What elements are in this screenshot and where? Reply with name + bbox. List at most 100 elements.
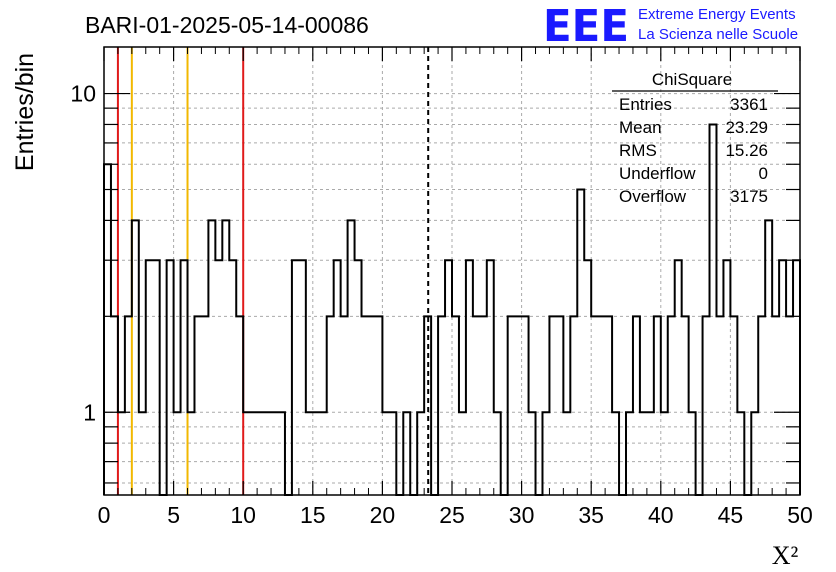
histogram-bin — [278, 412, 285, 495]
histogram-bin — [215, 260, 222, 495]
histogram-bin — [522, 316, 529, 495]
histogram-bin — [104, 164, 111, 495]
histogram-bin — [194, 316, 201, 495]
histogram-bin — [563, 412, 570, 495]
histogram-bin — [654, 316, 661, 495]
histogram-bars — [103, 123, 801, 496]
stats-title: ChiSquare — [652, 70, 732, 89]
histogram-bin — [243, 412, 250, 495]
histogram-bin — [647, 412, 654, 495]
histogram-bin — [452, 316, 459, 495]
histogram-bin — [382, 412, 389, 495]
histogram-bin — [153, 260, 160, 495]
histogram-bin — [529, 412, 536, 495]
stats-value-entries: 3361 — [730, 95, 768, 114]
histogram-bin — [758, 316, 765, 495]
histogram-bin — [716, 316, 723, 495]
x-tick-label: 30 — [509, 502, 535, 528]
histogram-bin — [139, 412, 146, 495]
histogram-bin — [626, 412, 633, 495]
histogram-bin — [689, 412, 696, 495]
histogram-bin — [201, 316, 208, 495]
histogram-bin — [438, 316, 445, 495]
histogram-bin — [751, 412, 758, 495]
histogram-bin — [362, 316, 369, 495]
histogram-bin — [487, 260, 494, 495]
histogram-bin — [236, 316, 243, 495]
histogram-bin — [668, 316, 675, 495]
histogram-bin — [710, 124, 717, 495]
histogram-bin — [327, 316, 334, 495]
histogram-bin — [292, 260, 299, 495]
histogram-bin — [368, 316, 375, 495]
logo-line-2: La Scienza nelle Scuole — [638, 26, 798, 43]
histogram-bin — [786, 316, 793, 495]
histogram-bin — [167, 260, 174, 495]
y-tick-label: 1 — [83, 399, 96, 425]
stats-label-underflow: Underflow — [619, 164, 696, 183]
stats-value-rms: 15.26 — [725, 141, 768, 160]
histogram-bin — [508, 316, 515, 495]
histogram-bin — [208, 220, 215, 495]
histogram-bin — [375, 316, 382, 495]
histogram-bin — [612, 412, 619, 495]
x-tick-label: 15 — [300, 502, 326, 528]
statistics-box: ChiSquare Entries 3361 Mean 23.29 RMS 15… — [612, 70, 778, 206]
x-tick-label: 20 — [370, 502, 396, 528]
x-tick-label: 25 — [439, 502, 465, 528]
histogram-outline — [103, 123, 801, 496]
histogram-bin — [181, 260, 188, 495]
histogram-bin — [250, 412, 257, 495]
histogram-bin — [549, 316, 556, 495]
axis-tick-labels: 0 5 10 15 20 25 30 35 40 45 50 1 10 — [70, 81, 812, 528]
histogram-bin — [779, 260, 786, 495]
eee-logo-text: EEE — [543, 1, 629, 52]
histogram-bin — [417, 412, 424, 495]
histogram-bin — [515, 316, 522, 495]
stats-label-rms: RMS — [619, 141, 657, 160]
histogram-bin — [299, 260, 306, 495]
histogram-bin — [473, 316, 480, 495]
x-tick-label: 40 — [648, 502, 674, 528]
histogram-bin — [445, 260, 452, 495]
histogram-bin — [682, 316, 689, 495]
histogram-bin — [174, 412, 181, 495]
histogram-bin — [424, 316, 431, 495]
histogram-bin — [459, 412, 466, 495]
stats-label-overflow: Overflow — [619, 187, 687, 206]
histogram-bin — [132, 220, 139, 495]
y-tick-label: 10 — [70, 81, 96, 107]
x-tick-label: 45 — [718, 502, 744, 528]
histogram-bin — [341, 316, 348, 495]
x-tick-label: 35 — [578, 502, 604, 528]
stats-value-overflow: 3175 — [730, 187, 768, 206]
y-axis-label: Entries/bin — [11, 53, 39, 171]
histogram-bin — [146, 260, 153, 495]
histogram-bin — [264, 412, 271, 495]
histogram-bin — [320, 412, 327, 495]
logo-line-1: Extreme Energy Events — [638, 6, 796, 23]
histogram-bin — [480, 316, 487, 495]
histogram-bin — [306, 412, 313, 495]
histogram-bin — [675, 260, 682, 495]
histogram-bin — [640, 412, 647, 495]
histogram-bin — [765, 220, 772, 495]
histogram-bin — [542, 412, 549, 495]
histogram-bin — [229, 260, 236, 495]
histogram-bin — [355, 260, 362, 495]
histogram-bin — [772, 316, 779, 495]
histogram-bin — [125, 316, 132, 495]
histogram-bin — [118, 412, 125, 495]
histogram-bin — [271, 412, 278, 495]
histogram-bin — [348, 220, 355, 495]
x-tick-label: 10 — [230, 502, 256, 528]
histogram-bin — [584, 260, 591, 495]
histogram-bin — [389, 412, 396, 495]
run-title: BARI-01-2025-05-14-00086 — [85, 12, 369, 38]
histogram-bin — [723, 260, 730, 495]
histogram-bin — [661, 412, 668, 495]
histogram-bin — [793, 260, 800, 495]
histogram-bin — [556, 316, 563, 495]
histogram-bin — [598, 316, 605, 495]
